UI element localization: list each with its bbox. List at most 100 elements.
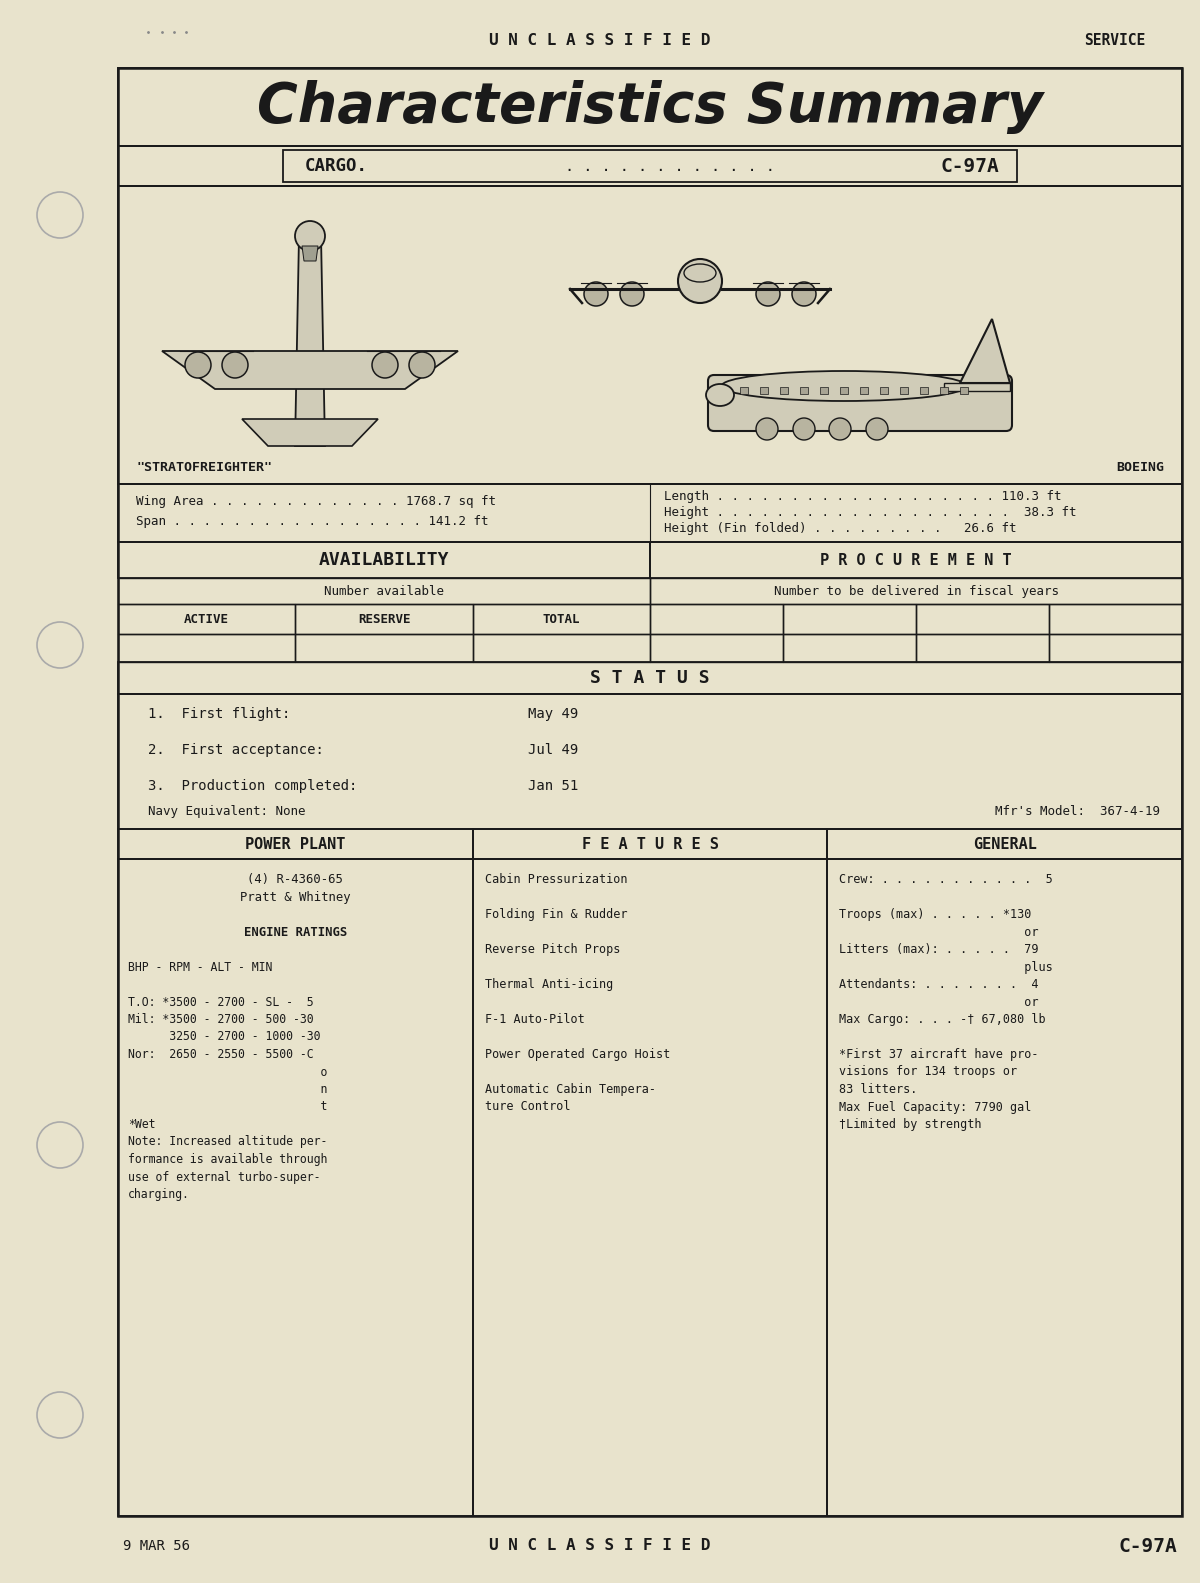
Bar [827, 829, 1182, 860]
Text: P R O C U R E M E N T: P R O C U R E M E N T [820, 552, 1012, 567]
Polygon shape [960, 320, 1010, 383]
Text: "STRATOFREIGHTER": "STRATOFREIGHTER" [136, 461, 272, 473]
Bar [650, 541, 1182, 578]
Text: . . . . . . . . . . . .: . . . . . . . . . . . . [565, 158, 775, 174]
Bar [900, 386, 908, 394]
Bar [1049, 635, 1182, 662]
Text: 1.  First flight:: 1. First flight: [148, 708, 290, 720]
Circle shape [620, 282, 644, 306]
Text: Note: Increased altitude per-: Note: Increased altitude per- [128, 1135, 328, 1149]
Bar [118, 662, 1182, 693]
Bar [473, 860, 827, 1517]
Bar [118, 146, 1182, 185]
Text: Mil: *3500 - 2700 - 500 -30: Mil: *3500 - 2700 - 500 -30 [128, 1013, 313, 1026]
Text: Span . . . . . . . . . . . . . . . . . 141.2 ft: Span . . . . . . . . . . . . . . . . . 1… [136, 514, 488, 529]
Bar [780, 386, 788, 394]
Bar [820, 386, 828, 394]
Bar [784, 605, 916, 635]
Text: Length . . . . . . . . . . . . . . . . . . . 110.3 ft: Length . . . . . . . . . . . . . . . . .… [664, 491, 1062, 503]
Polygon shape [295, 236, 325, 446]
Text: Height . . . . . . . . . . . . . . . . . . . .  38.3 ft: Height . . . . . . . . . . . . . . . . .… [664, 507, 1076, 519]
Bar [118, 635, 295, 662]
Text: 3.  Production completed:: 3. Production completed: [148, 779, 358, 793]
Text: or: or [839, 996, 1039, 1008]
Text: SERVICE: SERVICE [1084, 33, 1145, 47]
Bar [920, 386, 928, 394]
Bar [760, 386, 768, 394]
Text: Number available: Number available [324, 584, 444, 597]
Bar [840, 386, 848, 394]
Bar [860, 386, 868, 394]
Text: Max Fuel Capacity: 7790 gal: Max Fuel Capacity: 7790 gal [839, 1100, 1032, 1113]
Text: Number to be delivered in fiscal years: Number to be delivered in fiscal years [774, 584, 1058, 597]
Ellipse shape [706, 385, 734, 405]
Polygon shape [162, 351, 458, 389]
Text: Navy Equivalent: None: Navy Equivalent: None [148, 804, 306, 817]
Circle shape [756, 282, 780, 306]
Circle shape [792, 282, 816, 306]
Bar [118, 484, 1182, 541]
Text: or: or [839, 926, 1039, 939]
Text: U N C L A S S I F I E D: U N C L A S S I F I E D [490, 1539, 710, 1553]
Text: n: n [128, 1083, 328, 1095]
Circle shape [793, 418, 815, 440]
Text: Max Cargo: . . . -† 67,080 lb: Max Cargo: . . . -† 67,080 lb [839, 1013, 1046, 1026]
Text: T.O: *3500 - 2700 - SL -  5: T.O: *3500 - 2700 - SL - 5 [128, 996, 313, 1008]
Text: formance is available through: formance is available through [128, 1152, 328, 1167]
Circle shape [37, 1122, 83, 1168]
Text: ACTIVE: ACTIVE [184, 613, 229, 625]
Text: Nor:  2650 - 2550 - 5500 -C: Nor: 2650 - 2550 - 5500 -C [128, 1048, 313, 1061]
Bar [295, 605, 473, 635]
Circle shape [37, 622, 83, 668]
Bar [118, 68, 1182, 1517]
Text: *Wet: *Wet [128, 1118, 156, 1130]
Text: GENERAL: GENERAL [973, 836, 1037, 852]
Text: BOEING: BOEING [1116, 461, 1164, 473]
Text: Jan 51: Jan 51 [528, 779, 578, 793]
Bar [118, 185, 1182, 484]
Text: 2.  First acceptance:: 2. First acceptance: [148, 742, 324, 757]
Circle shape [185, 351, 211, 378]
Circle shape [222, 351, 248, 378]
Bar [827, 860, 1182, 1517]
Polygon shape [302, 245, 318, 261]
Bar [960, 386, 968, 394]
Text: Cabin Pressurization: Cabin Pressurization [485, 872, 628, 886]
Text: t: t [128, 1100, 328, 1113]
Text: POWER PLANT: POWER PLANT [245, 836, 346, 852]
Text: C-97A: C-97A [1118, 1537, 1177, 1556]
Bar [880, 386, 888, 394]
Text: Wing Area . . . . . . . . . . . . . 1768.7 sq ft: Wing Area . . . . . . . . . . . . . 1768… [136, 495, 496, 508]
Circle shape [678, 260, 722, 302]
Circle shape [37, 192, 83, 237]
Bar [118, 605, 295, 635]
Text: use of external turbo-super-: use of external turbo-super- [128, 1170, 320, 1184]
Text: Attendants: . . . . . . .  4: Attendants: . . . . . . . 4 [839, 978, 1039, 991]
Bar [650, 635, 784, 662]
Text: AVAILABILITY: AVAILABILITY [319, 551, 449, 568]
Bar [940, 386, 948, 394]
Text: Thermal Anti-icing: Thermal Anti-icing [485, 978, 613, 991]
Bar [473, 605, 650, 635]
Bar [118, 829, 473, 860]
Circle shape [295, 222, 325, 252]
Text: Mfr's Model:  367-4-19: Mfr's Model: 367-4-19 [995, 804, 1160, 817]
Text: Characteristics Summary: Characteristics Summary [257, 81, 1043, 135]
Bar [740, 386, 748, 394]
Bar [118, 860, 473, 1517]
Text: Pratt & Whitney: Pratt & Whitney [240, 891, 350, 904]
Circle shape [756, 418, 778, 440]
Text: plus: plus [839, 961, 1054, 974]
Circle shape [829, 418, 851, 440]
Text: F-1 Auto-Pilot: F-1 Auto-Pilot [485, 1013, 584, 1026]
Text: C-97A: C-97A [941, 157, 998, 176]
Text: F E A T U R E S: F E A T U R E S [582, 836, 719, 852]
Text: 83 litters.: 83 litters. [839, 1083, 918, 1095]
Text: BHP - RPM - ALT - MIN: BHP - RPM - ALT - MIN [128, 961, 272, 974]
Circle shape [409, 351, 436, 378]
FancyBboxPatch shape [708, 375, 1012, 431]
Text: †Limited by strength: †Limited by strength [839, 1118, 982, 1130]
Text: visions for 134 troops or: visions for 134 troops or [839, 1065, 1018, 1078]
Ellipse shape [721, 370, 966, 400]
Bar [650, 605, 784, 635]
